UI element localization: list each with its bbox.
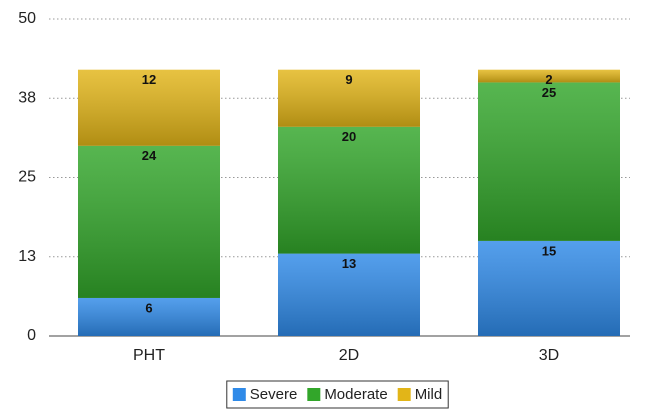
y-tick-label: 38 xyxy=(18,89,36,106)
value-label: 15 xyxy=(542,243,556,258)
bar-shade xyxy=(278,253,420,336)
x-tick-label: 3D xyxy=(539,347,559,364)
legend-swatch xyxy=(397,388,411,401)
bar-shade xyxy=(78,297,220,336)
legend-box xyxy=(226,380,449,409)
y-tick-label: 50 xyxy=(18,10,36,27)
x-tick-label: 2D xyxy=(339,347,359,364)
legend-swatch xyxy=(232,388,246,401)
value-label: 20 xyxy=(342,129,356,144)
value-label: 25 xyxy=(542,85,556,100)
x-tick-label: PHT xyxy=(133,347,165,364)
value-label: 24 xyxy=(142,148,157,163)
bar-shade xyxy=(78,69,220,146)
value-label: 9 xyxy=(345,72,352,87)
y-tick-label: 13 xyxy=(18,248,36,265)
value-label: 6 xyxy=(145,300,152,315)
bar-shade xyxy=(278,69,420,127)
value-label: 13 xyxy=(342,256,356,271)
legend-swatch xyxy=(307,388,321,401)
legend-label: Severe xyxy=(250,386,298,403)
bar-shade xyxy=(278,126,420,254)
bar-shade xyxy=(478,82,620,241)
legend-label: Moderate xyxy=(324,386,387,403)
legend: Severe Moderate Mild xyxy=(226,380,449,409)
legend-label: Mild xyxy=(415,386,443,403)
bar-shade xyxy=(78,145,220,298)
y-tick-label: 0 xyxy=(27,327,36,344)
value-label: 2 xyxy=(545,72,552,87)
bar-shade xyxy=(478,240,620,336)
y-tick-label: 25 xyxy=(18,169,36,186)
value-label: 12 xyxy=(142,72,156,87)
bar-shade xyxy=(478,69,620,83)
